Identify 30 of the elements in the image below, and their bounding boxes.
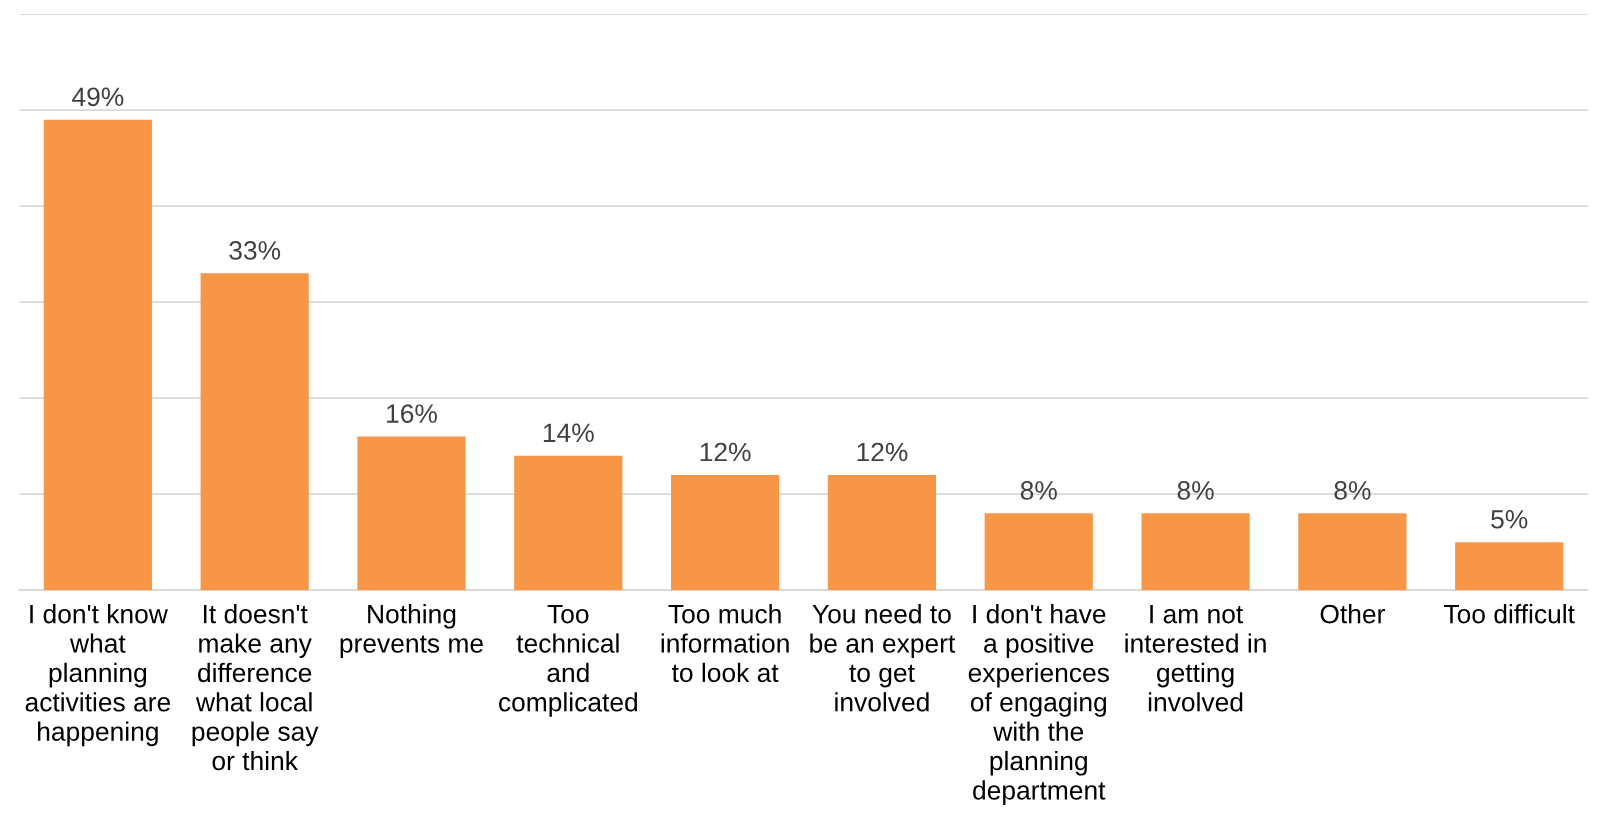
x-tick-label: Too technical and complicated [499,604,637,717]
bar [514,455,623,591]
data-label: 14% [543,423,594,443]
data-label: 8% [1020,481,1057,500]
data-label: 12% [700,442,751,462]
bar [43,119,152,591]
x-tick-label: You need to be an expert to get involved [810,604,956,712]
bar [1455,542,1564,591]
x-tick-label: I am not interested in getting involved [1125,604,1266,712]
bar [200,273,309,591]
x-tick-label: Nothing prevents me [340,604,483,658]
x-tick-label: It doesn't make any difference what local people say or think [192,604,319,771]
bar [984,513,1093,591]
bar [827,474,937,591]
bar [1298,513,1407,591]
data-label: 16% [387,404,437,423]
x-tick-label: I don't know what planning activities are happening [25,604,171,747]
data-label: 5% [1491,510,1528,529]
x-tick-label: Too difficult [1444,604,1575,624]
bar [357,436,466,591]
bar [671,474,780,591]
data-label: 8% [1334,481,1371,500]
data-label: 33% [229,241,281,260]
data-label: 12% [857,442,908,462]
bar [1141,513,1250,591]
x-tick-label: Too much information to look at [661,604,789,683]
x-tick-label: I don't have a positive experiences of engaging with the planning department [968,604,1109,805]
data-label: 49% [72,87,124,107]
x-tick-label: Other [1320,604,1385,624]
data-label: 8% [1177,481,1214,500]
